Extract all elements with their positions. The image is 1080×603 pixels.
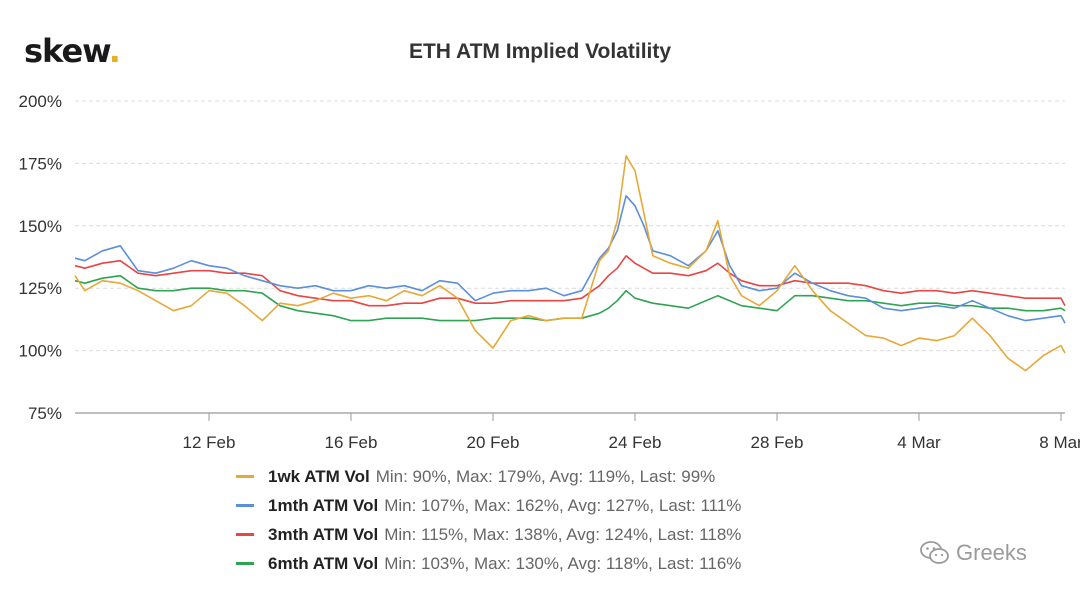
legend: 1wk ATM Vol Min: 90%, Max: 179%, Avg: 11… xyxy=(236,462,741,578)
legend-swatch xyxy=(236,562,254,565)
x-tick-label: 4 Mar xyxy=(897,433,941,452)
legend-item-1mth[interactable]: 1mth ATM Vol Min: 107%, Max: 162%, Avg: … xyxy=(236,491,741,520)
legend-swatch xyxy=(236,533,254,536)
legend-swatch xyxy=(236,475,254,478)
series-line-6mth xyxy=(74,274,1066,322)
watermark-text: Greeks xyxy=(956,540,1027,565)
wechat-icon xyxy=(920,541,949,564)
x-tick-label: 12 Feb xyxy=(183,433,236,452)
series-line-1mth xyxy=(74,195,1066,324)
legend-series-stats: Min: 115%, Max: 138%, Avg: 124%, Last: 1… xyxy=(384,524,742,544)
legend-series-name: 1wk ATM Vol xyxy=(268,466,370,486)
x-tick-label: 20 Feb xyxy=(467,433,520,452)
legend-series-stats: Min: 103%, Max: 130%, Avg: 118%, Last: 1… xyxy=(384,553,742,573)
legend-item-6mth[interactable]: 6mth ATM Vol Min: 103%, Max: 130%, Avg: … xyxy=(236,549,741,578)
series-line-1wk xyxy=(74,155,1066,372)
y-tick-label: 175% xyxy=(19,154,62,173)
skew-logo: skew. xyxy=(24,32,121,70)
legend-series-stats: Min: 107%, Max: 162%, Avg: 127%, Last: 1… xyxy=(384,495,742,515)
logo-text: skew xyxy=(24,32,110,70)
y-tick-label: 100% xyxy=(19,342,62,361)
y-tick-label: 75% xyxy=(28,404,62,423)
chart-title: ETH ATM Implied Volatility xyxy=(408,40,672,63)
legend-series-name: 6mth ATM Vol xyxy=(268,553,379,573)
x-tick-label: 16 Feb xyxy=(325,433,378,452)
legend-swatch xyxy=(236,504,254,507)
legend-item-3mth[interactable]: 3mth ATM Vol Min: 115%, Max: 138%, Avg: … xyxy=(236,520,741,549)
legend-series-name: 3mth ATM Vol xyxy=(268,524,379,544)
x-tick-label: 28 Feb xyxy=(751,433,804,452)
y-tick-label: 200% xyxy=(19,92,62,111)
logo-dot: . xyxy=(108,32,121,70)
series-lines xyxy=(74,155,1066,372)
legend-series-stats: Min: 90%, Max: 179%, Avg: 119%, Last: 99… xyxy=(375,466,716,486)
x-tick-label: 8 Mar xyxy=(1039,433,1080,452)
y-tick-label: 150% xyxy=(19,217,62,236)
y-axis: 75% 100% 125% 150% 175% 200% xyxy=(19,92,62,423)
grid-lines xyxy=(75,100,1065,352)
series-line-3mth xyxy=(74,255,1066,307)
y-tick-label: 125% xyxy=(19,279,62,298)
legend-item-1wk[interactable]: 1wk ATM Vol Min: 90%, Max: 179%, Avg: 11… xyxy=(236,462,741,491)
legend-series-name: 1mth ATM Vol xyxy=(268,495,379,515)
watermark: Greeks xyxy=(920,540,1027,566)
x-tick-label: 24 Feb xyxy=(609,433,662,452)
x-axis: 12 Feb 16 Feb 20 Feb 24 Feb 28 Feb 4 Mar 8 Mar xyxy=(75,412,1080,452)
